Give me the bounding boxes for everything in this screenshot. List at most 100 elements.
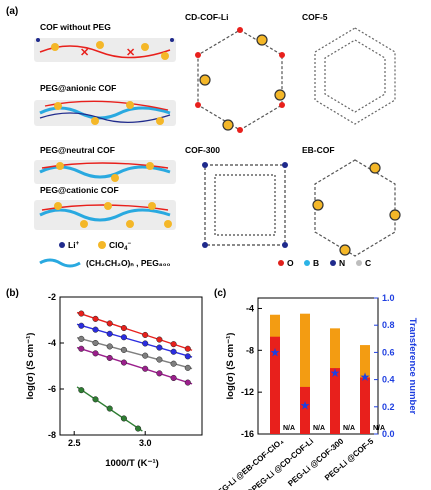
bar-0-1 [300, 313, 310, 434]
legend-peg: (CH₂CH₂O)ₙ , PEG₈₀₀ [86, 258, 171, 268]
data-point-0-1 [92, 315, 99, 322]
c-y2-tick-label-0: 0.0 [382, 429, 395, 439]
c-y2-tick-label-5: 1.0 [382, 293, 395, 303]
data-point-0-5 [156, 336, 163, 343]
data-point-4-1 [92, 396, 99, 403]
data-point-1-7 [184, 353, 191, 360]
c-y2-tick-label-3: 0.6 [382, 347, 395, 357]
transference-star-1: ★ [300, 398, 311, 412]
data-point-1-5 [156, 344, 163, 351]
data-point-4-2 [106, 405, 113, 412]
atom-b-icon [304, 260, 310, 266]
atom-b-label: B [313, 258, 319, 268]
atom-legend: O B N C [278, 258, 371, 268]
na-label-2: N/A [343, 425, 355, 432]
structure-title-1: COF-5 [302, 12, 328, 22]
plot-b-xlabel: 1000/T (K⁻¹) [105, 458, 159, 469]
data-point-2-7 [184, 364, 191, 371]
transference-star-2: ★ [330, 366, 341, 380]
plot-b-series [76, 310, 193, 432]
c-y-tick-label-3: -16 [241, 429, 254, 439]
data-point-2-4 [142, 352, 149, 359]
panel-c: (c) -4 -8 -12 -16 0.0 0.2 0.4 0.6 0.8 1.0 ★ ★ ★ ★ N… [212, 288, 418, 490]
na-label-3: N/A [373, 425, 385, 432]
y-tick-label-1: -4 [48, 338, 56, 348]
plot-b-ylabel: log(σ) (S cm⁻¹) [25, 333, 36, 400]
atom-o-icon [278, 260, 284, 266]
data-point-2-2 [106, 343, 113, 350]
x-tick-label-1: 3.0 [139, 438, 152, 448]
structure-cd-cof-li [195, 27, 286, 133]
row-title-0: COF without PEG [40, 22, 111, 32]
plot-b-x-axis: 2.5 3.0 [68, 431, 152, 448]
category-label-2: PEG-Li @COF-300 [286, 436, 346, 488]
plot-c-y2label: Transference number [407, 318, 418, 415]
row-title-1: PEG@anionic COF [40, 83, 116, 93]
bar-1-0 [270, 336, 280, 434]
data-point-0-3 [120, 325, 127, 332]
plot-c-ylabel: log(σ) (S cm⁻¹) [225, 333, 236, 400]
schematic-cationic [34, 200, 176, 230]
data-point-0-4 [142, 331, 149, 339]
peg-icon [39, 258, 81, 268]
c-y-tick-label-2: -12 [241, 387, 254, 397]
c-y2-tick-label-1: 0.2 [382, 402, 395, 412]
atom-c-label: C [365, 258, 371, 268]
schematic-anionic [34, 100, 176, 126]
na-label-1: N/A [313, 425, 325, 432]
y-tick-label-3: -8 [48, 430, 56, 440]
li-icon [59, 242, 65, 248]
c-y2-tick-label-4: 0.8 [382, 320, 395, 330]
data-point-2-5 [156, 356, 163, 363]
plot-b-frame [59, 296, 203, 436]
plot-c-transference: ★ ★ ★ ★ [270, 345, 371, 412]
panel-b-label: (b) [6, 288, 19, 299]
schematic-neutral [34, 160, 176, 184]
bar-1-3 [360, 377, 370, 434]
data-point-1-6 [170, 348, 177, 355]
data-point-3-6 [170, 374, 177, 382]
structure-title-0: CD-COF-Li [185, 12, 228, 22]
atom-o-label: O [287, 258, 294, 268]
data-point-1-0 [78, 322, 85, 329]
data-point-0-0 [78, 310, 85, 317]
c-y2-tick-label-2: 0.4 [382, 375, 395, 385]
legend-clo4: ClO4− [109, 240, 131, 252]
atom-c-icon [356, 260, 362, 266]
plot-c-bars [270, 313, 370, 434]
data-point-1-1 [92, 326, 99, 333]
data-point-4-4 [135, 425, 142, 432]
svg-text:✕: ✕ [80, 47, 89, 59]
data-point-0-6 [170, 341, 177, 348]
structure-title-2: COF-300 [185, 145, 220, 155]
row-title-3: PEG@cationic COF [40, 185, 119, 195]
structure-title-3: EB-COF [302, 145, 335, 155]
data-point-3-4 [142, 365, 149, 372]
structure-cof-300 [202, 162, 288, 248]
data-point-0-7 [184, 345, 191, 352]
panel-a: (a) COF without PEG PEG@anionic COF PEG@… [6, 6, 401, 268]
schematic-no-peg: ✕ ✕ [34, 38, 176, 62]
plot-c-y2-axis: 0.0 0.2 0.4 0.6 0.8 1.0 [374, 293, 395, 439]
atom-n-icon [330, 260, 336, 266]
plot-c-y-axis: -4 -8 -12 -16 [241, 303, 262, 439]
data-point-0-2 [106, 320, 113, 327]
clo4-icon [98, 241, 106, 249]
data-point-3-5 [156, 370, 163, 377]
plot-b-y-axis: -2 -4 -6 -8 [48, 292, 64, 440]
bar-1-2 [330, 368, 340, 434]
data-point-3-7 [184, 379, 191, 386]
panel-c-label: (c) [214, 288, 226, 299]
x-tick-label-0: 2.5 [68, 438, 81, 448]
structure-cof-5 [314, 27, 396, 125]
c-y-tick-label-1: -8 [246, 345, 254, 355]
transference-star-3: ★ [360, 370, 371, 384]
data-point-4-3 [120, 415, 127, 422]
bar-1-1 [300, 386, 310, 434]
panel-b: (b) -2 -4 -6 -8 2.5 3.0 1000/T (K⁻¹) log(σ) … [6, 288, 203, 469]
data-point-2-6 [170, 360, 177, 367]
legend-li: Li+ [68, 240, 80, 250]
data-point-1-4 [142, 340, 149, 347]
svg-text:✕: ✕ [126, 47, 135, 59]
